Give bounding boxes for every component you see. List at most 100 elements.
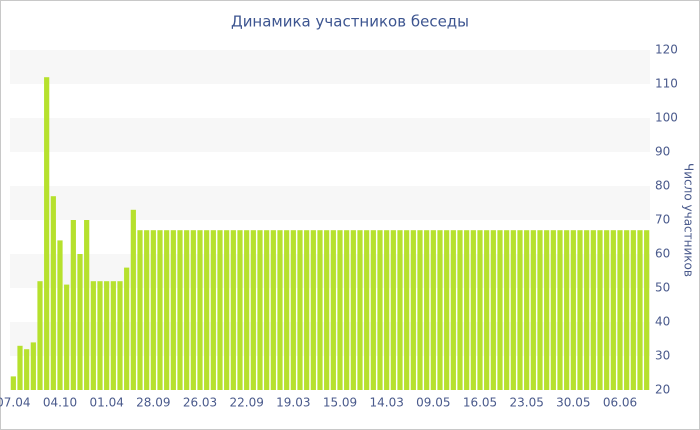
bar bbox=[390, 230, 396, 390]
bar bbox=[344, 230, 350, 390]
bar bbox=[350, 230, 356, 390]
x-tick-label: 14.03 bbox=[369, 396, 403, 410]
bar bbox=[457, 230, 463, 390]
x-tick-label: 30.05 bbox=[556, 396, 590, 410]
bar bbox=[404, 230, 410, 390]
bar bbox=[450, 230, 456, 390]
x-tick-label: 16.05 bbox=[463, 396, 497, 410]
bar bbox=[410, 230, 416, 390]
bar bbox=[330, 230, 336, 390]
bar bbox=[17, 345, 23, 390]
bar bbox=[44, 77, 50, 390]
bar bbox=[324, 230, 330, 390]
bar bbox=[250, 230, 256, 390]
y-tick-label: 100 bbox=[655, 111, 678, 125]
bar bbox=[637, 230, 643, 390]
bar bbox=[130, 209, 136, 390]
y-tick-label: 80 bbox=[655, 179, 670, 193]
y-tick-label: 120 bbox=[655, 43, 678, 57]
bar bbox=[470, 230, 476, 390]
bar bbox=[317, 230, 323, 390]
bar bbox=[10, 376, 16, 390]
bar bbox=[357, 230, 363, 390]
bar bbox=[370, 230, 376, 390]
grid-band bbox=[10, 186, 650, 220]
bar bbox=[430, 230, 436, 390]
bar bbox=[597, 230, 603, 390]
y-tick-label: 70 bbox=[655, 213, 670, 227]
bar bbox=[417, 230, 423, 390]
bar bbox=[50, 196, 56, 390]
bar bbox=[364, 230, 370, 390]
bar bbox=[290, 230, 296, 390]
x-tick-label: 23.05 bbox=[509, 396, 543, 410]
bar bbox=[144, 230, 150, 390]
bar bbox=[137, 230, 143, 390]
bar bbox=[444, 230, 450, 390]
bar bbox=[424, 230, 430, 390]
bar bbox=[504, 230, 510, 390]
bar bbox=[590, 230, 596, 390]
y-tick-label: 110 bbox=[655, 77, 678, 91]
bar bbox=[510, 230, 516, 390]
bar bbox=[544, 230, 550, 390]
bar bbox=[550, 230, 556, 390]
bar bbox=[477, 230, 483, 390]
bar bbox=[30, 342, 36, 390]
grid-band bbox=[10, 50, 650, 84]
bar bbox=[564, 230, 570, 390]
bar bbox=[624, 230, 630, 390]
x-tick-label: 06.06 bbox=[603, 396, 637, 410]
bar bbox=[384, 230, 390, 390]
bar bbox=[184, 230, 190, 390]
bar bbox=[97, 281, 103, 390]
bar bbox=[197, 230, 203, 390]
bar bbox=[524, 230, 530, 390]
bar bbox=[284, 230, 290, 390]
bar bbox=[104, 281, 110, 390]
bar bbox=[190, 230, 196, 390]
bar bbox=[570, 230, 576, 390]
bar bbox=[557, 230, 563, 390]
bar bbox=[437, 230, 443, 390]
bar bbox=[244, 230, 250, 390]
bar bbox=[64, 284, 70, 390]
bar bbox=[57, 240, 63, 390]
bar bbox=[204, 230, 210, 390]
x-tick-label: 15.09 bbox=[323, 396, 357, 410]
x-tick-label: 04.10 bbox=[43, 396, 77, 410]
bar bbox=[537, 230, 543, 390]
bar bbox=[397, 230, 403, 390]
bar bbox=[277, 230, 283, 390]
bar bbox=[644, 230, 650, 390]
bar bbox=[584, 230, 590, 390]
bar bbox=[150, 230, 156, 390]
bar bbox=[490, 230, 496, 390]
bar bbox=[257, 230, 263, 390]
bar bbox=[577, 230, 583, 390]
bar bbox=[77, 254, 83, 390]
bar bbox=[230, 230, 236, 390]
bar bbox=[610, 230, 616, 390]
x-tick-label: 26.03 bbox=[183, 396, 217, 410]
bar bbox=[170, 230, 176, 390]
x-tick-label: 07.04 bbox=[0, 396, 31, 410]
x-tick-label: 28.09 bbox=[136, 396, 170, 410]
bar bbox=[124, 267, 130, 390]
bar bbox=[484, 230, 490, 390]
bar bbox=[224, 230, 230, 390]
bar bbox=[164, 230, 170, 390]
bar bbox=[310, 230, 316, 390]
bar bbox=[24, 349, 30, 390]
bar bbox=[110, 281, 116, 390]
grid-band bbox=[10, 118, 650, 152]
x-tick-label: 01.04 bbox=[89, 396, 123, 410]
y-tick-label: 60 bbox=[655, 247, 670, 261]
y-tick-label: 20 bbox=[655, 383, 670, 397]
bar bbox=[270, 230, 276, 390]
bar bbox=[630, 230, 636, 390]
bar bbox=[337, 230, 343, 390]
bar bbox=[157, 230, 163, 390]
bar bbox=[37, 281, 43, 390]
